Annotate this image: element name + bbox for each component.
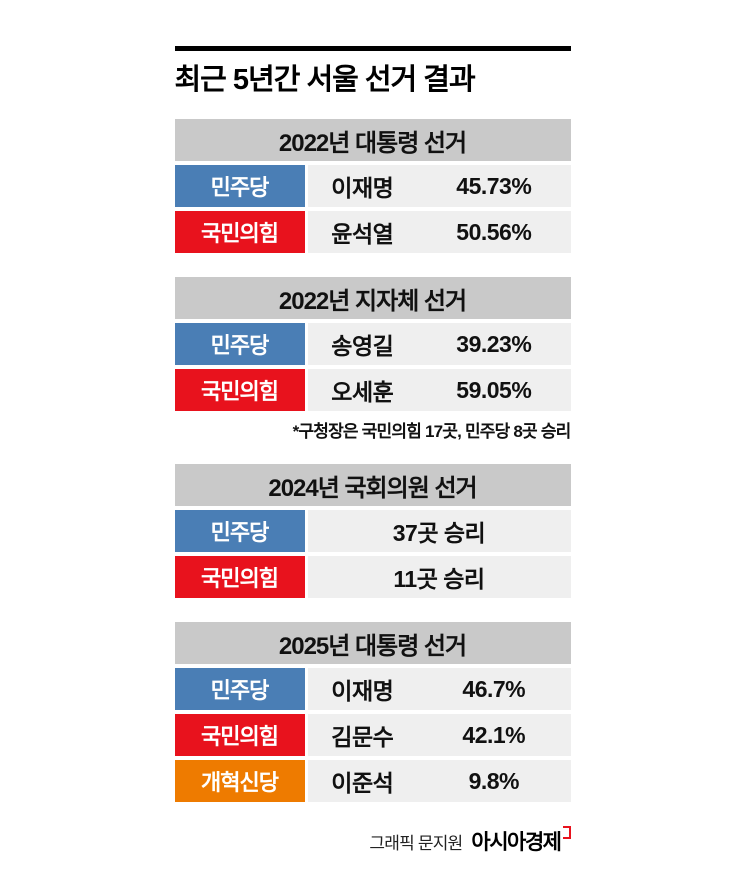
- table-row: 민주당 이재명 45.73%: [174, 165, 571, 207]
- table-row: 국민의힘 11곳 승리: [174, 556, 571, 598]
- graphic-credit: 그래픽 문지원: [369, 834, 463, 853]
- result-value: 42.1%: [417, 714, 571, 756]
- candidate-name: 오세훈: [307, 369, 418, 411]
- table-2022-presidential: 2022년 대통령 선거 민주당 이재명 45.73% 국민의힘 윤석열 50.…: [174, 119, 571, 253]
- table-row: 민주당 37곳 승리: [174, 510, 571, 552]
- table-row: 개혁신당 이준석 9.8%: [174, 760, 571, 802]
- table-2022-local: 2022년 지자체 선거 민주당 송영길 39.23% 국민의힘 오세훈 59.…: [174, 277, 571, 411]
- result-value: 39.23%: [417, 323, 571, 365]
- top-divider: [174, 46, 571, 51]
- asiae-logo-mark: [562, 826, 571, 839]
- party-badge-ppp: 국민의힘: [174, 369, 305, 411]
- table-header: 2022년 지자체 선거: [174, 277, 571, 319]
- footnote-district-mayors: *구청장은 국민의힘 17곳, 민주당 8곳 승리: [292, 422, 572, 441]
- table-2024-assembly: 2024년 국회의원 선거 민주당 37곳 승리 국민의힘 11곳 승리: [174, 464, 571, 598]
- result-value: 59.05%: [417, 369, 571, 411]
- credits: 그래픽 문지원 아시아경제: [175, 826, 571, 856]
- result-value: 37곳 승리: [307, 510, 571, 552]
- candidate-name: 이재명: [307, 668, 418, 710]
- candidate-name: 김문수: [307, 714, 418, 756]
- table-row: 국민의힘 김문수 42.1%: [174, 714, 571, 756]
- party-badge-ppp: 국민의힘: [174, 211, 305, 253]
- result-value: 45.73%: [417, 165, 571, 207]
- asiae-wordmark: 아시아경제: [471, 831, 562, 854]
- result-value: 9.8%: [417, 760, 571, 802]
- result-value: 46.7%: [417, 668, 571, 710]
- party-badge-minjoo: 민주당: [174, 668, 305, 710]
- table-row: 국민의힘 오세훈 59.05%: [174, 369, 571, 411]
- candidate-name: 이재명: [307, 165, 418, 207]
- table-header: 2024년 국회의원 선거: [174, 464, 571, 506]
- table-2025-presidential: 2025년 대통령 선거 민주당 이재명 46.7% 국민의힘 김문수 42.1…: [174, 622, 571, 802]
- candidate-name: 이준석: [307, 760, 418, 802]
- table-header: 2022년 대통령 선거: [174, 119, 571, 161]
- page-title: 최근 5년간 서울 선거 결과: [174, 64, 476, 96]
- candidate-name: 윤석열: [307, 211, 418, 253]
- table-row: 국민의힘 윤석열 50.56%: [174, 211, 571, 253]
- table-row: 민주당 송영길 39.23%: [174, 323, 571, 365]
- party-badge-minjoo: 민주당: [174, 510, 305, 552]
- table-header: 2025년 대통령 선거: [174, 622, 571, 664]
- party-badge-ppp: 국민의힘: [174, 556, 305, 598]
- party-badge-minjoo: 민주당: [174, 165, 305, 207]
- result-value: 50.56%: [417, 211, 571, 253]
- content-column: 최근 5년간 서울 선거 결과 2022년 대통령 선거 민주당 이재명 45.…: [174, 0, 572, 856]
- table-row: 민주당 이재명 46.7%: [174, 668, 571, 710]
- party-badge-ppp: 국민의힘: [174, 714, 305, 756]
- candidate-name: 송영길: [307, 323, 418, 365]
- result-value: 11곳 승리: [307, 556, 571, 598]
- party-badge-reform: 개혁신당: [174, 760, 305, 802]
- party-badge-minjoo: 민주당: [174, 323, 305, 365]
